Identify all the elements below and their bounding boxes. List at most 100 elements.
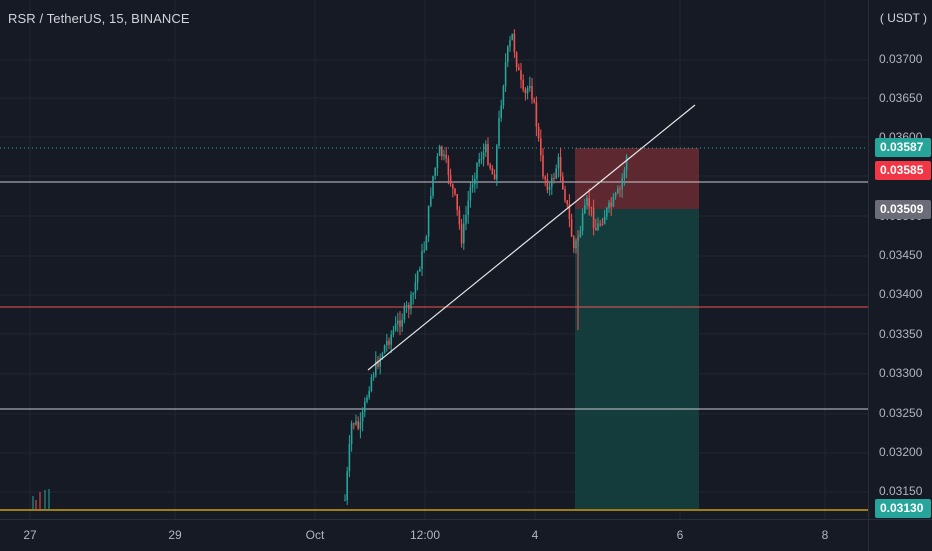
candle-body [570, 219, 573, 237]
price-tick: 0.03400 [879, 287, 923, 301]
candle-body [493, 174, 496, 180]
candle-body [588, 197, 590, 207]
candle-body [542, 155, 544, 177]
candle-body [610, 202, 612, 207]
candle-body [350, 423, 353, 444]
candle-body [344, 499, 346, 501]
take-profit-zone[interactable] [575, 209, 699, 509]
candle-body [621, 178, 623, 189]
candle-body [568, 203, 571, 220]
candle-body [366, 397, 368, 402]
candle-body [584, 205, 586, 214]
candle-body [386, 340, 388, 346]
candle-body [526, 87, 529, 94]
candle-body [405, 305, 408, 307]
candle-body [562, 176, 564, 190]
time-label: 8 [821, 528, 829, 542]
price-tick: 0.03250 [879, 406, 923, 420]
candle-body [544, 176, 546, 180]
candlesticks [32, 29, 628, 510]
time-label: 6 [676, 528, 684, 542]
candle-body [487, 143, 489, 165]
candle-body [566, 200, 568, 204]
candle-body [617, 188, 619, 194]
candle-body [467, 200, 469, 215]
candle-body [529, 86, 531, 88]
candle-body [364, 401, 366, 412]
candle-body [496, 145, 498, 180]
candle-body [416, 271, 419, 283]
candle-body [491, 168, 494, 175]
candle-body [603, 216, 606, 225]
candle-body [478, 159, 480, 163]
candle-body [623, 170, 626, 179]
candle-body [425, 236, 428, 251]
candle-body [581, 213, 584, 231]
price-tick: 0.03350 [879, 327, 923, 341]
candle-body [449, 175, 452, 185]
time-label: 4 [531, 528, 539, 542]
candle-body [592, 208, 595, 228]
price-chart[interactable] [0, 0, 868, 519]
grid [0, 0, 868, 519]
candle-body [474, 178, 476, 185]
candle-body [606, 207, 608, 217]
candle-body [471, 184, 474, 188]
candle-body [548, 186, 551, 190]
candle-body [559, 156, 562, 177]
time-label: Oct [305, 528, 325, 542]
candle-body [537, 126, 540, 139]
candle-body [551, 177, 553, 187]
currency-label[interactable]: ( USDT ) [879, 11, 927, 25]
chart-area[interactable]: RSR / TetherUS, 15, BINANCE [0, 0, 868, 519]
candle-body [419, 269, 421, 272]
candle-body [361, 411, 364, 422]
candle-body [381, 353, 384, 358]
candle-body [601, 223, 604, 225]
axis-corner [868, 519, 932, 551]
time-axis[interactable]: 27 29 Oct 12:00 4 6 8 [0, 519, 868, 551]
candle-body [498, 117, 500, 146]
candle-body [520, 70, 522, 80]
candle-body [399, 320, 401, 327]
candle-body [460, 224, 463, 244]
candle-body [430, 195, 432, 206]
candle-body [507, 46, 509, 63]
candle-body [595, 227, 597, 231]
candle-body [619, 188, 621, 190]
candle-body [482, 152, 485, 160]
time-label: 29 [168, 528, 182, 542]
trend-line[interactable] [367, 104, 696, 371]
last-price-tag: 0.03587 [875, 138, 931, 157]
candle-body [377, 360, 379, 367]
candle-body [368, 390, 370, 398]
candle-body [427, 205, 430, 237]
candle-body [511, 33, 513, 40]
price-tick: 0.03200 [879, 445, 923, 459]
candle-body [590, 206, 593, 209]
candle-body [353, 423, 355, 425]
stop-loss-zone[interactable] [575, 148, 699, 209]
candle-body [414, 282, 417, 294]
candle-body [458, 209, 461, 225]
time-label: 12:00 [409, 528, 441, 542]
candle-body [443, 154, 445, 157]
candle-body [515, 52, 518, 68]
candle-body [509, 39, 511, 47]
candle-body [489, 164, 491, 169]
candle-body [612, 196, 615, 207]
candle-body [434, 167, 436, 177]
price-axis[interactable]: ( USDT ) 0.03700 0.03650 0.03600 0.03550… [868, 0, 932, 519]
symbol-title[interactable]: RSR / TetherUS, 15, BINANCE [8, 11, 190, 26]
line-price-tag-red: 0.03585 [875, 161, 931, 180]
candle-body [564, 189, 566, 201]
candle-body [438, 146, 441, 156]
candle-body [614, 193, 617, 197]
price-tick: 0.03150 [879, 484, 923, 498]
candle-body [480, 159, 483, 161]
candle-body [423, 250, 425, 252]
candle-body [573, 236, 575, 249]
candle-body [390, 334, 392, 345]
candle-body [504, 62, 507, 87]
candle-body [599, 223, 601, 225]
